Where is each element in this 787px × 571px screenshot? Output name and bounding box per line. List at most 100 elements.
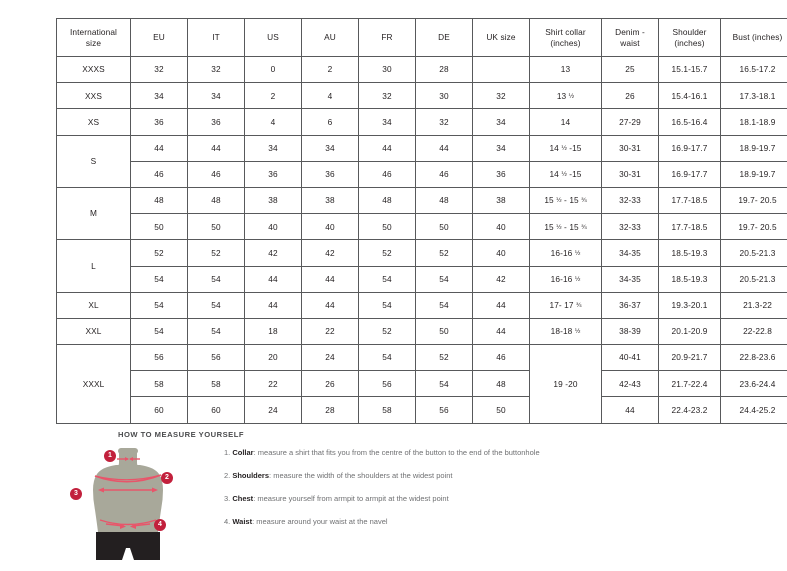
cell-de: 52: [416, 240, 473, 266]
column-header-uk-size: UK size: [473, 19, 530, 57]
cell-us: 40: [245, 214, 302, 240]
cell-denim: 40-41: [602, 345, 659, 371]
cell-fr: 52: [359, 318, 416, 344]
measure-badge-3: 3: [70, 488, 82, 500]
header-line-2: (inches): [674, 38, 704, 48]
cell-shirt-collar: 13: [530, 57, 602, 83]
cell-fr: 52: [359, 240, 416, 266]
cell-au: 44: [302, 292, 359, 318]
cell-denim: 44: [602, 397, 659, 423]
cell-eu: 36: [131, 109, 188, 135]
instruction-text: : measure yourself from armpit to armpit…: [253, 494, 449, 503]
cell-fr: 48: [359, 187, 416, 213]
cell-it: 34: [188, 83, 245, 109]
cell-it: 48: [188, 187, 245, 213]
cell-au: 34: [302, 135, 359, 161]
cell-bust: 22-22.8: [721, 318, 787, 344]
cell-de: 32: [416, 109, 473, 135]
cell-bust: 20.5-21.3: [721, 266, 787, 292]
cell-us: 42: [245, 240, 302, 266]
cell-fr: 30: [359, 57, 416, 83]
cell-international-size: XXXS: [57, 57, 131, 83]
measure-instruction-1: 1. Collar: measure a shirt that fits you…: [224, 449, 784, 472]
header-line-1: Denim -: [615, 27, 645, 37]
cell-shoulder: 17.7-18.5: [659, 214, 721, 240]
torso-illustration-svg: [62, 446, 194, 566]
header-line-1: Shoulder: [672, 27, 706, 37]
column-header-us: US: [245, 19, 302, 57]
cell-bust: 18.9-19.7: [721, 161, 787, 187]
cell-denim: 30-31: [602, 161, 659, 187]
cell-bust: 17.3-18.1: [721, 83, 787, 109]
cell-eu: 54: [131, 266, 188, 292]
measure-badge-2: 2: [161, 472, 173, 484]
cell-us: 20: [245, 345, 302, 371]
cell-shoulder: 20.1-20.9: [659, 318, 721, 344]
header-line-1: International: [70, 27, 117, 37]
cell-shirt-collar: 16-16 ½: [530, 266, 602, 292]
cell-shirt-collar: 19 -20: [530, 345, 602, 424]
cell-shoulder: 20.9-21.7: [659, 345, 721, 371]
cell-au: 6: [302, 109, 359, 135]
cell-shirt-collar: 14 ½ -15: [530, 135, 602, 161]
cell-de: 30: [416, 83, 473, 109]
cell-au: 24: [302, 345, 359, 371]
instruction-text: : measure a shirt that fits you from the…: [254, 448, 540, 457]
cell-us: 44: [245, 292, 302, 318]
cell-fr: 54: [359, 345, 416, 371]
measure-badge-4: 4: [154, 519, 166, 531]
cell-it: 46: [188, 161, 245, 187]
cell-eu: 54: [131, 318, 188, 344]
measure-instruction-4: 4. Waist: measure around your waist at t…: [224, 518, 784, 541]
cell-eu: 48: [131, 187, 188, 213]
column-header-denim-waist: Denim - waist: [602, 19, 659, 57]
how-to-measure-list: 1. Collar: measure a shirt that fits you…: [224, 449, 784, 541]
cell-denim: 36-37: [602, 292, 659, 318]
cell-it: 54: [188, 318, 245, 344]
cell-eu: 58: [131, 371, 188, 397]
cell-international-size: XXXL: [57, 345, 131, 424]
cell-uk: 40: [473, 214, 530, 240]
cell-us: 36: [245, 161, 302, 187]
cell-us: 0: [245, 57, 302, 83]
cell-de: 54: [416, 371, 473, 397]
cell-shoulder: 18.5-19.3: [659, 266, 721, 292]
cell-uk: 44: [473, 318, 530, 344]
cell-it: 32: [188, 57, 245, 83]
instruction-term: Chest: [232, 494, 253, 503]
cell-shirt-collar: 14: [530, 109, 602, 135]
cell-fr: 58: [359, 397, 416, 423]
cell-international-size: M: [57, 187, 131, 239]
cell-uk: [473, 57, 530, 83]
cell-uk: 36: [473, 161, 530, 187]
cell-bust: 16.5-17.2: [721, 57, 787, 83]
instruction-text: : measure around your waist at the navel: [252, 517, 388, 526]
cell-it: 44: [188, 135, 245, 161]
cell-it: 52: [188, 240, 245, 266]
cell-eu: 32: [131, 57, 188, 83]
cell-de: 54: [416, 292, 473, 318]
cell-denim: 27-29: [602, 109, 659, 135]
cell-shirt-collar: 15 ½ - 15 ¾: [530, 187, 602, 213]
table-header: International size EU IT US AU FR DE UK …: [57, 19, 787, 57]
column-header-it: IT: [188, 19, 245, 57]
shorts-shape: [96, 532, 160, 560]
cell-us: 24: [245, 397, 302, 423]
cell-denim: 42-43: [602, 371, 659, 397]
cell-denim: 32-33: [602, 187, 659, 213]
cell-shoulder: 21.7-22.4: [659, 371, 721, 397]
cell-fr: 32: [359, 83, 416, 109]
cell-au: 28: [302, 397, 359, 423]
cell-au: 36: [302, 161, 359, 187]
cell-us: 18: [245, 318, 302, 344]
cell-uk: 50: [473, 397, 530, 423]
cell-eu: 34: [131, 83, 188, 109]
cell-fr: 50: [359, 214, 416, 240]
cell-it: 50: [188, 214, 245, 240]
cell-au: 26: [302, 371, 359, 397]
